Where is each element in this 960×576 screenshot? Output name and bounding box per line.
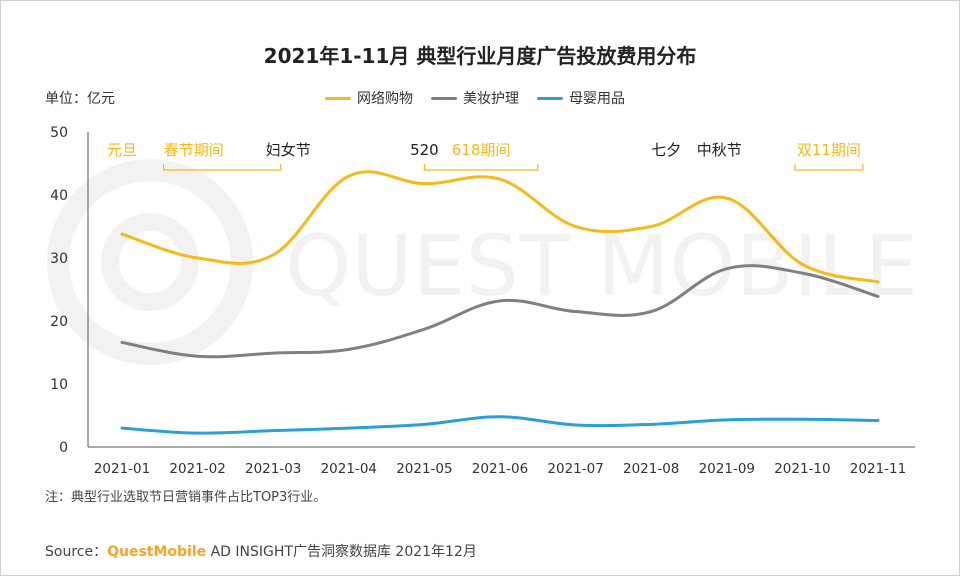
y-tick-label: 30 bbox=[50, 251, 68, 267]
x-tick-label: 2021-01 bbox=[94, 461, 150, 477]
event-bracket bbox=[423, 164, 539, 171]
event-bracket bbox=[162, 164, 282, 171]
unit-label: 单位：亿元 bbox=[45, 91, 115, 107]
x-tick-label: 2021-07 bbox=[547, 461, 603, 477]
x-tick-label: 2021-11 bbox=[850, 461, 906, 477]
y-tick-label: 10 bbox=[50, 377, 68, 393]
event-bracket bbox=[794, 164, 864, 171]
source-prefix: Source： bbox=[45, 544, 108, 560]
event-label-highlight: 元旦 bbox=[107, 141, 137, 159]
legend: 网络购物 美妆护理 母婴用品 bbox=[325, 88, 625, 108]
x-tick-label: 2021-02 bbox=[169, 461, 225, 477]
x-tick-label: 2021-06 bbox=[472, 461, 528, 477]
source-brand: QuestMobile bbox=[107, 544, 207, 560]
x-tick-label: 2021-03 bbox=[245, 461, 301, 477]
event-label: 520 bbox=[410, 141, 439, 159]
source-suffix: AD INSIGHT广告洞察数据库 2021年12月 bbox=[206, 544, 477, 560]
x-tick-label: 2021-08 bbox=[623, 461, 679, 477]
series-line-maternal-baby bbox=[120, 415, 880, 435]
event-label-highlight: 双11期间 bbox=[797, 141, 861, 159]
x-tick-label: 2021-04 bbox=[321, 461, 377, 477]
footnote: 注：典型行业选取节日营销事件占比TOP3行业。 bbox=[45, 490, 327, 505]
event-label: 妇女节 bbox=[266, 141, 311, 159]
legend-item-maternal-baby: 母婴用品 bbox=[537, 88, 625, 108]
x-tick-label: 2021-05 bbox=[396, 461, 452, 477]
x-tick-label: 2021-10 bbox=[774, 461, 830, 477]
legend-swatch-icon bbox=[325, 96, 351, 100]
y-tick-label: 50 bbox=[50, 125, 68, 141]
watermark-logo: QUEST MOBILE bbox=[47, 159, 918, 365]
event-label-highlight: 618期间 bbox=[452, 141, 511, 159]
x-tick-label: 2021-09 bbox=[699, 461, 755, 477]
legend-item-beauty-care: 美妆护理 bbox=[431, 88, 519, 108]
chart-title: 2021年1-11月 典型行业月度广告投放费用分布 bbox=[263, 44, 697, 68]
legend-label: 美妆护理 bbox=[463, 91, 519, 107]
event-label: 七夕 bbox=[651, 141, 681, 159]
y-tick-label: 0 bbox=[59, 440, 68, 456]
watermark-text: QUEST MOBILE bbox=[285, 217, 918, 315]
event-label: 中秋节 bbox=[697, 141, 742, 159]
legend-item-online-shopping: 网络购物 bbox=[325, 88, 413, 108]
legend-swatch-icon bbox=[431, 96, 457, 100]
legend-label: 母婴用品 bbox=[569, 91, 625, 107]
legend-label: 网络购物 bbox=[357, 91, 413, 107]
source-line: Source：QuestMobile AD INSIGHT广告洞察数据库 202… bbox=[45, 541, 477, 561]
legend-swatch-icon bbox=[537, 96, 563, 100]
event-label-highlight: 春节期间 bbox=[164, 141, 224, 159]
y-tick-label: 20 bbox=[50, 314, 68, 330]
y-tick-label: 40 bbox=[50, 188, 68, 204]
